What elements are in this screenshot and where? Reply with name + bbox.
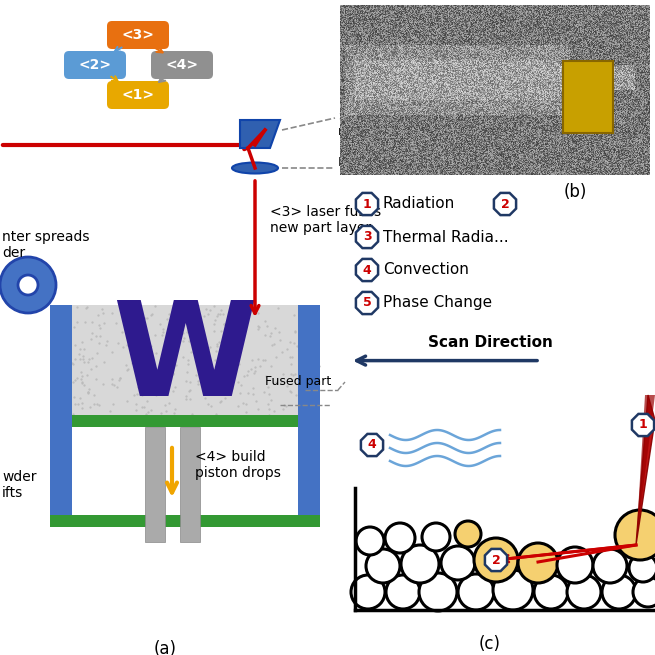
Text: W: W — [112, 297, 258, 424]
Circle shape — [18, 275, 38, 295]
Polygon shape — [485, 549, 507, 571]
Circle shape — [474, 538, 518, 582]
Circle shape — [0, 257, 56, 313]
Text: wder
ifts: wder ifts — [2, 470, 37, 500]
Circle shape — [401, 545, 439, 583]
Polygon shape — [356, 292, 378, 314]
Circle shape — [593, 549, 627, 583]
Polygon shape — [356, 259, 378, 281]
Circle shape — [351, 575, 385, 609]
Text: Fused part: Fused part — [265, 375, 331, 388]
Circle shape — [633, 577, 655, 607]
FancyBboxPatch shape — [180, 427, 200, 542]
Text: <1>: <1> — [121, 88, 155, 102]
Text: (c): (c) — [479, 635, 501, 653]
Text: 1: 1 — [639, 419, 647, 432]
Polygon shape — [356, 226, 378, 248]
Text: 3: 3 — [363, 231, 371, 244]
Text: <3>: <3> — [122, 28, 155, 42]
Text: Scan Direction: Scan Direction — [428, 335, 552, 350]
Polygon shape — [636, 395, 655, 545]
Text: 4: 4 — [367, 438, 377, 451]
Text: Radiation: Radiation — [383, 196, 455, 212]
Circle shape — [422, 523, 450, 551]
Text: 2: 2 — [500, 198, 510, 210]
Text: 5: 5 — [363, 297, 371, 310]
Circle shape — [629, 554, 655, 582]
Circle shape — [356, 527, 384, 555]
Text: <3> laser fuses
new part layer: <3> laser fuses new part layer — [270, 205, 381, 235]
FancyBboxPatch shape — [298, 305, 320, 527]
Polygon shape — [361, 434, 383, 456]
Circle shape — [615, 510, 655, 560]
FancyBboxPatch shape — [107, 21, 169, 49]
FancyBboxPatch shape — [50, 415, 320, 427]
Text: (a): (a) — [153, 640, 176, 655]
FancyBboxPatch shape — [145, 427, 165, 542]
Circle shape — [518, 543, 558, 583]
Text: <4>: <4> — [166, 58, 198, 72]
Text: 1: 1 — [363, 198, 371, 210]
FancyBboxPatch shape — [50, 305, 320, 415]
Text: (b): (b) — [563, 183, 587, 201]
Circle shape — [458, 574, 494, 610]
Polygon shape — [240, 120, 280, 148]
FancyBboxPatch shape — [107, 81, 169, 109]
FancyBboxPatch shape — [151, 51, 213, 79]
Circle shape — [366, 549, 400, 583]
Text: Thermal Radia...: Thermal Radia... — [383, 229, 509, 244]
Text: nter spreads
der: nter spreads der — [2, 230, 90, 260]
FancyBboxPatch shape — [64, 51, 126, 79]
Circle shape — [441, 546, 475, 580]
Polygon shape — [494, 193, 516, 215]
Circle shape — [567, 575, 601, 609]
Circle shape — [534, 575, 568, 609]
Polygon shape — [636, 395, 655, 545]
Text: Convection: Convection — [383, 263, 469, 278]
Polygon shape — [356, 193, 378, 215]
Text: Focus Lens: Focus Lens — [338, 155, 407, 168]
Text: Phase Change: Phase Change — [383, 295, 492, 310]
FancyBboxPatch shape — [50, 515, 320, 527]
FancyBboxPatch shape — [50, 305, 72, 527]
Circle shape — [386, 575, 420, 609]
Circle shape — [602, 575, 636, 609]
Ellipse shape — [232, 162, 278, 174]
Text: Scanner
mirrors: Scanner mirrors — [338, 110, 389, 138]
Text: 2: 2 — [492, 553, 500, 567]
Circle shape — [419, 573, 457, 611]
Circle shape — [455, 521, 481, 547]
Circle shape — [385, 523, 415, 553]
FancyBboxPatch shape — [340, 390, 655, 625]
Text: <4> build
piston drops: <4> build piston drops — [195, 450, 281, 480]
Circle shape — [493, 570, 533, 610]
Text: 4: 4 — [363, 263, 371, 276]
Polygon shape — [632, 414, 654, 436]
FancyBboxPatch shape — [563, 61, 613, 132]
Circle shape — [557, 547, 593, 583]
Text: <2>: <2> — [79, 58, 111, 72]
